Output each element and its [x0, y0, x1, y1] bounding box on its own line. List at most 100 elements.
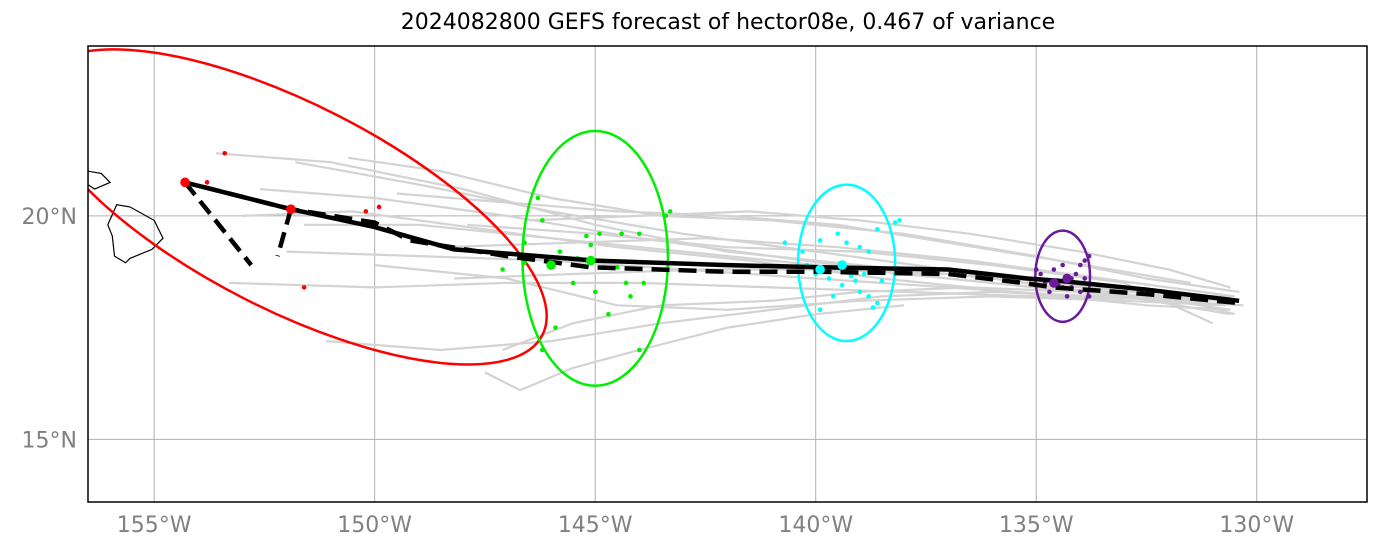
lon-tick-label: 145°W — [558, 513, 633, 538]
forecast-center — [1062, 273, 1072, 284]
ensemble-track — [502, 286, 1226, 352]
lon-tick-label: 130°W — [1219, 513, 1294, 538]
member-point — [363, 209, 369, 214]
mean-track-dashed — [202, 184, 1240, 306]
member-point — [535, 195, 541, 201]
member-point — [376, 204, 382, 210]
axis-ticks: 155°W 150°W 145°W 140°W 135°W 130°W 20°N 15°N — [22, 205, 1295, 538]
member-point — [584, 233, 589, 239]
member-point — [1082, 276, 1088, 281]
member-point — [866, 249, 871, 254]
forecast-center — [286, 204, 296, 214]
uncertainty-ellipses — [88, 48, 1092, 388]
member-point — [588, 242, 594, 248]
lat-tick-label: 15°N — [22, 428, 77, 453]
member-point — [1086, 253, 1092, 259]
island-coastlines — [88, 170, 164, 264]
member-point — [1033, 267, 1039, 272]
ensemble-track — [396, 192, 1191, 284]
member-point — [623, 280, 629, 286]
lon-tick-label: 140°W — [778, 513, 853, 538]
member-point — [1078, 262, 1083, 268]
spoke-line — [183, 180, 253, 267]
member-point — [557, 249, 563, 254]
plot-frame — [87, 45, 1368, 503]
member-point — [222, 150, 228, 156]
member-positions — [204, 150, 1092, 353]
gridlines — [88, 46, 1367, 502]
ensemble-track — [528, 210, 1231, 289]
forecast-center — [815, 264, 825, 275]
lon-tick-label: 150°W — [337, 513, 412, 538]
ensemble-track — [215, 152, 1231, 316]
member-point — [1078, 289, 1083, 295]
member-point — [606, 311, 611, 317]
member-point — [1064, 294, 1070, 299]
chart-title: 2024082800 GEFS forecast of hector08e, 0… — [400, 10, 1056, 35]
member-point — [844, 240, 849, 246]
member-point — [522, 260, 527, 266]
member-point — [897, 218, 902, 223]
member-point — [826, 276, 832, 281]
member-point — [1082, 258, 1088, 263]
member-point — [553, 325, 558, 330]
ensemble-track — [374, 264, 1226, 311]
uncertainty-ellipse — [796, 183, 897, 343]
member-point — [1047, 289, 1052, 295]
mean-tracks — [183, 180, 1240, 306]
member-point — [592, 289, 598, 295]
forecast-centers — [180, 177, 1072, 288]
member-point — [1086, 294, 1092, 299]
member-point — [879, 278, 885, 284]
member-point — [870, 305, 876, 310]
forecast-center — [837, 260, 847, 270]
member-point — [500, 267, 505, 272]
ensemble-track — [440, 237, 1235, 298]
uncertainty-ellipse — [1034, 229, 1092, 324]
member-point — [1051, 267, 1057, 272]
member-point — [839, 282, 845, 288]
member-point — [875, 300, 880, 306]
member-point — [539, 218, 545, 223]
member-point — [522, 240, 527, 246]
ensemble-track — [467, 223, 1214, 325]
member-point — [614, 264, 620, 270]
member-point — [782, 240, 788, 246]
member-point — [831, 294, 836, 299]
member-point — [636, 347, 642, 353]
member-point — [857, 289, 863, 295]
member-point — [866, 294, 871, 299]
member-point — [301, 285, 307, 290]
ensemble-tracks — [215, 152, 1244, 392]
member-point — [636, 231, 642, 237]
island-outline — [107, 204, 164, 264]
member-point — [1060, 262, 1065, 268]
forecast-center — [546, 260, 556, 270]
member-point — [539, 347, 545, 353]
spoke-line — [275, 208, 294, 257]
lon-tick-label: 155°W — [117, 513, 192, 538]
ensemble-track — [229, 281, 1231, 302]
mean-track-solid — [184, 180, 1240, 304]
member-point — [835, 231, 841, 237]
member-point — [892, 220, 898, 225]
lon-tick-label: 135°W — [999, 513, 1074, 538]
member-point — [663, 213, 669, 219]
member-point — [853, 278, 858, 284]
member-point — [817, 307, 823, 313]
forecast-center — [585, 255, 596, 266]
member-point — [857, 244, 863, 250]
member-point — [817, 238, 823, 243]
member-point — [800, 249, 805, 254]
forecast-center — [1049, 278, 1059, 288]
member-point — [628, 294, 633, 299]
member-point — [204, 180, 210, 185]
member-point — [619, 231, 624, 237]
member-point — [1073, 271, 1079, 277]
member-point — [641, 280, 647, 286]
lat-tick-label: 20°N — [22, 205, 77, 230]
member-point — [848, 273, 854, 279]
member-point — [570, 280, 576, 286]
uncertainty-ellipse — [88, 48, 548, 366]
